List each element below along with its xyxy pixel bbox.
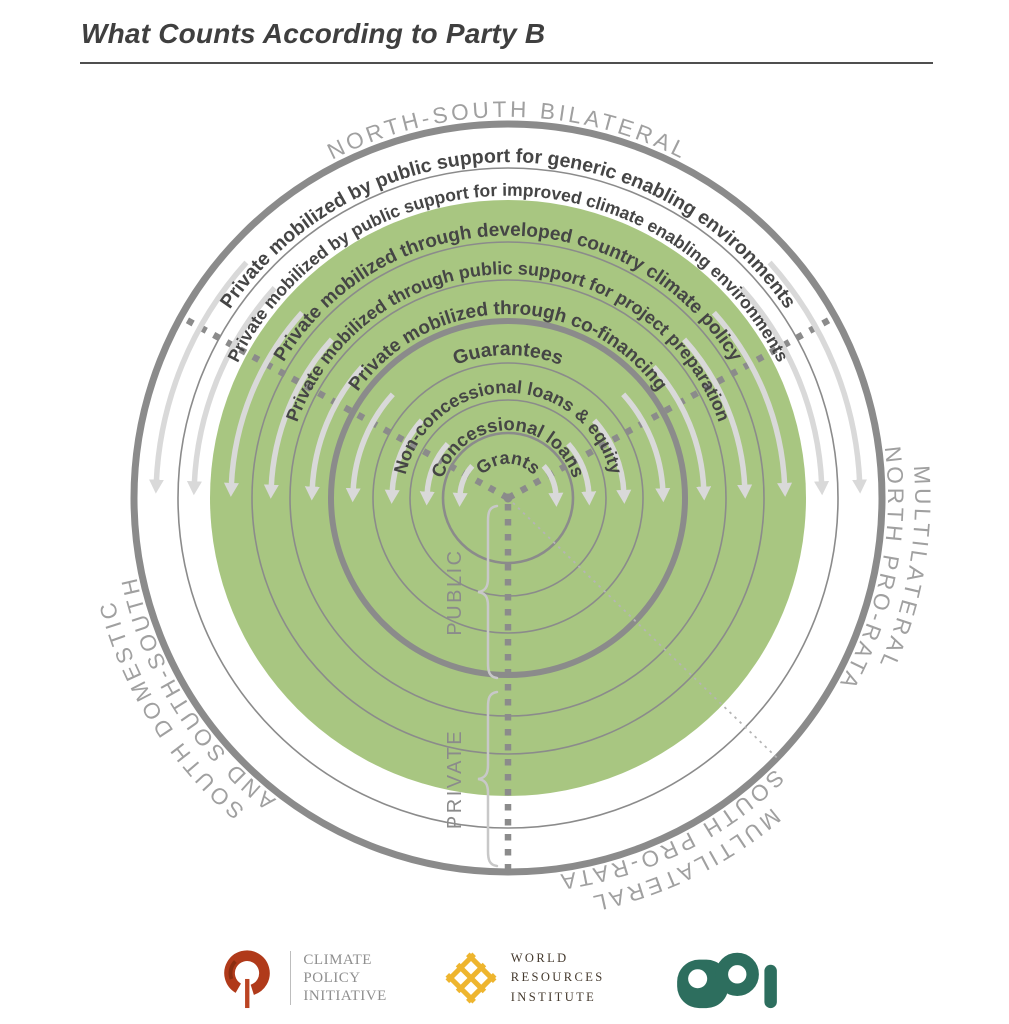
ring-circle xyxy=(177,167,839,829)
private-brace xyxy=(477,690,499,868)
public-brace xyxy=(477,504,499,680)
odi-logo-icon xyxy=(676,952,777,1009)
divider-upper-left-dashed xyxy=(179,313,510,501)
inward-arrow xyxy=(739,286,830,496)
cpi-line-2: POLICY xyxy=(303,970,361,986)
cpi-logo-icon xyxy=(224,950,271,1009)
inward-arrow xyxy=(541,464,564,507)
public-axis-label: PUBLIC xyxy=(444,548,466,635)
inward-arrow xyxy=(682,337,753,499)
ring-circle xyxy=(251,241,765,755)
cpi-divider xyxy=(290,951,292,1005)
divider-upper-right-dashed xyxy=(506,313,837,501)
inward-arrow xyxy=(566,441,597,506)
cpi-logo: CLIMATE POLICY INITIATIVE xyxy=(216,943,386,1013)
inward-arrow xyxy=(711,310,793,497)
inward-arrow xyxy=(186,286,277,496)
wri-line-2: RESOURCES xyxy=(510,970,605,985)
inward-arrow xyxy=(592,418,632,504)
page-title: What Counts According to Party B xyxy=(81,18,546,49)
inward-arrow xyxy=(345,392,395,503)
partner-logos: CLIMATE POLICY INITIATIVE WORLD RESOURCE… xyxy=(0,936,1009,1020)
inward-arrow xyxy=(148,260,249,494)
inward-arrow xyxy=(452,464,475,507)
inward-arrow xyxy=(263,337,334,499)
outer-boundary-circle xyxy=(130,120,886,876)
private-axis-label: PRIVATE xyxy=(444,729,466,829)
wri-logo-icon xyxy=(445,952,497,1004)
inward-flow-arrows xyxy=(148,260,868,507)
cpi-line-1: CLIMATE xyxy=(303,952,372,968)
inward-arrow xyxy=(223,310,305,497)
center-dot xyxy=(503,493,513,503)
cpi-line-3: INITIATIVE xyxy=(303,988,387,1004)
inward-arrow xyxy=(767,260,868,494)
inward-arrow xyxy=(621,392,671,503)
inward-arrow xyxy=(419,441,450,506)
wri-logo-text: WORLD RESOURCES INSTITUTE xyxy=(511,949,605,1007)
inward-arrow xyxy=(384,418,424,504)
innermost-circle xyxy=(441,431,575,565)
ring-circle xyxy=(372,362,644,634)
title-divider xyxy=(80,62,933,64)
inward-arrow xyxy=(651,365,712,501)
public-private-axis: PUBLIC PRIVATE xyxy=(444,504,499,868)
wri-line-3: INSTITUTE xyxy=(510,989,597,1004)
inward-arrow xyxy=(304,365,365,501)
cpi-logo-text: CLIMATE POLICY INITIATIVE xyxy=(303,951,386,1005)
sector-dividers xyxy=(179,313,837,870)
odi-logo xyxy=(661,945,793,1011)
wri-logo: WORLD RESOURCES INSTITUTE xyxy=(443,949,605,1007)
wri-line-1: WORLD xyxy=(510,950,569,965)
